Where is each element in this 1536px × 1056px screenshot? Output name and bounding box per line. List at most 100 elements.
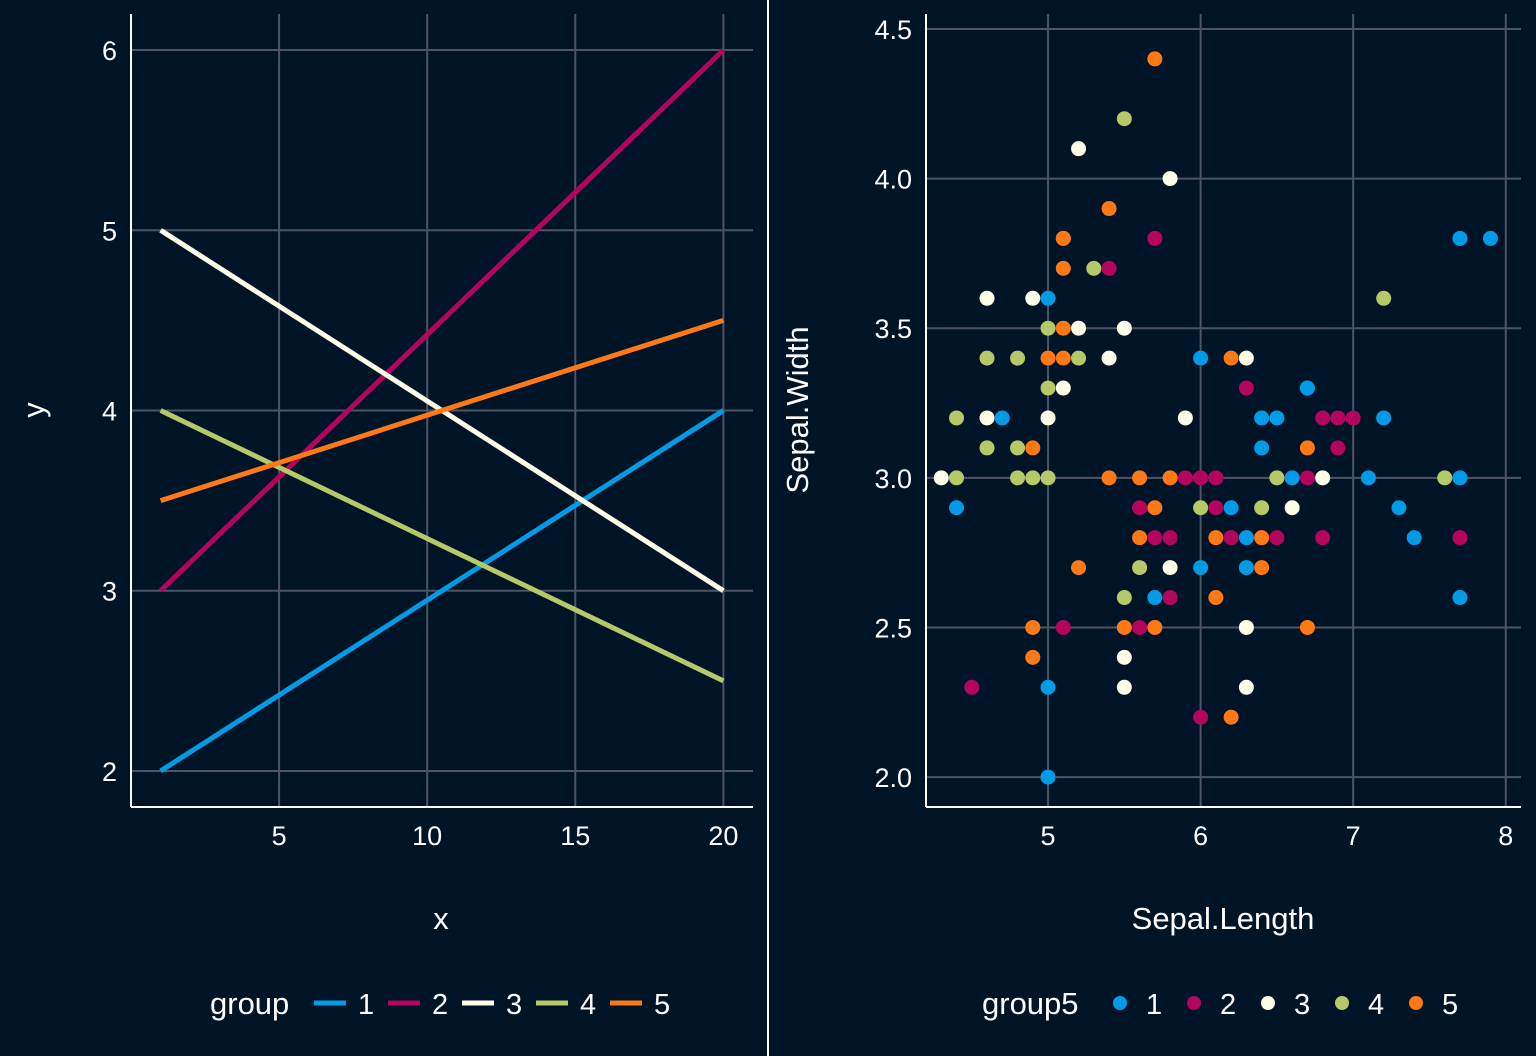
point-group-1 <box>1269 410 1285 426</box>
point-group-4 <box>1040 320 1056 336</box>
legend-label-5: 5 <box>1442 989 1458 1021</box>
point-group-5 <box>1162 470 1178 486</box>
point-group-5 <box>1025 649 1041 665</box>
point-group-4 <box>949 470 965 486</box>
point-group-3 <box>1101 350 1117 366</box>
scatter-chart-x-tick-label: 5 <box>1041 821 1056 851</box>
point-group-1 <box>1452 230 1468 246</box>
point-group-3 <box>1040 410 1056 426</box>
line-chart-x-tick-label: 5 <box>272 821 287 851</box>
point-group-1 <box>1299 380 1315 396</box>
point-group-1 <box>1360 470 1376 486</box>
line-chart-x-ticks: 5 10 15 20 <box>272 821 739 851</box>
point-group-2 <box>1299 470 1315 486</box>
point-group-2 <box>1162 590 1178 606</box>
point-group-3 <box>1055 380 1071 396</box>
point-group-5 <box>1132 530 1148 546</box>
legend-label-3: 3 <box>506 989 522 1021</box>
line-chart-y-axis-title: y <box>16 402 51 418</box>
point-group-1 <box>1452 470 1468 486</box>
point-group-3 <box>1315 470 1331 486</box>
legend-label-1: 1 <box>1146 989 1162 1021</box>
point-group-3 <box>933 470 949 486</box>
scatter-chart-x-tick-label: 6 <box>1193 821 1208 851</box>
point-group-3 <box>979 290 995 306</box>
scatter-chart-x-axis-title: Sepal.Length <box>1132 901 1315 936</box>
point-group-2 <box>1315 410 1331 426</box>
point-group-2 <box>1132 619 1148 635</box>
point-group-4 <box>1132 560 1148 576</box>
point-group-3 <box>1162 560 1178 576</box>
point-group-4 <box>1025 470 1041 486</box>
point-group-5 <box>1223 709 1239 725</box>
point-group-5 <box>1132 470 1148 486</box>
legend-label-3: 3 <box>1294 989 1310 1021</box>
point-group-1 <box>949 500 965 516</box>
point-group-1 <box>1254 440 1270 456</box>
line-chart-panel: 5 10 15 20 2 3 4 5 6 x y group 1 2 3 4 5 <box>16 14 753 1021</box>
point-group-2 <box>1208 500 1224 516</box>
scatter-chart-y-tick-label: 3.5 <box>874 314 912 344</box>
point-group-5 <box>1254 560 1270 576</box>
point-group-5 <box>1055 230 1071 246</box>
legend-label-2: 2 <box>1220 989 1236 1021</box>
point-group-2 <box>1132 500 1148 516</box>
point-group-1 <box>994 410 1010 426</box>
point-group-2 <box>1147 530 1163 546</box>
point-group-3 <box>979 410 995 426</box>
scatter-chart-y-tick-label: 4.5 <box>874 15 912 45</box>
point-group-2 <box>1101 260 1117 276</box>
point-group-2 <box>1330 410 1346 426</box>
legend-label-4: 4 <box>580 989 596 1021</box>
line-chart-y-tick-label: 4 <box>102 397 117 427</box>
point-group-4 <box>1116 111 1132 127</box>
scatter-chart-y-tick-label: 3.0 <box>874 464 912 494</box>
point-group-5 <box>1299 440 1315 456</box>
scatter-chart-y-tick-label: 4.0 <box>874 165 912 195</box>
point-group-5 <box>1055 350 1071 366</box>
line-chart-x-axis-title: x <box>433 901 449 936</box>
point-group-2 <box>1055 619 1071 635</box>
point-group-2 <box>1238 380 1254 396</box>
point-group-2 <box>1177 470 1193 486</box>
point-group-3 <box>1238 350 1254 366</box>
scatter-chart-points <box>933 51 1498 785</box>
point-group-1 <box>1238 530 1254 546</box>
point-group-4 <box>1193 500 1209 516</box>
series-line-group-4 <box>159 408 725 684</box>
point-group-1 <box>1040 679 1056 695</box>
point-group-1 <box>1452 590 1468 606</box>
point-group-2 <box>1330 440 1346 456</box>
legend-key-point-1 <box>1113 996 1127 1010</box>
point-group-4 <box>1040 380 1056 396</box>
point-group-3 <box>1116 320 1132 336</box>
series-line-group-2 <box>158 48 726 593</box>
point-group-1 <box>1482 230 1498 246</box>
line-chart-y-ticks: 2 3 4 5 6 <box>102 36 117 787</box>
point-group-2 <box>1315 530 1331 546</box>
scatter-chart-x-tick-label: 7 <box>1346 821 1361 851</box>
line-chart-series <box>158 48 726 774</box>
scatter-chart-legend-title: group5 <box>982 986 1079 1021</box>
line-chart-grid <box>131 14 753 807</box>
point-group-2 <box>1193 709 1209 725</box>
legend-label-5: 5 <box>654 989 670 1021</box>
point-group-4 <box>1086 260 1102 276</box>
line-chart-legend: group 1 2 3 4 5 <box>210 986 670 1021</box>
point-group-4 <box>1010 350 1026 366</box>
point-group-3 <box>1025 290 1041 306</box>
point-group-1 <box>1406 530 1422 546</box>
line-chart-y-tick-label: 3 <box>102 577 117 607</box>
point-group-4 <box>1437 470 1453 486</box>
legend-key-point-5 <box>1409 996 1423 1010</box>
point-group-1 <box>1193 560 1209 576</box>
point-group-2 <box>1208 470 1224 486</box>
point-group-5 <box>1208 590 1224 606</box>
point-group-1 <box>1193 350 1209 366</box>
point-group-5 <box>1223 350 1239 366</box>
scatter-chart-legend: group5 1 2 3 4 5 <box>982 986 1458 1021</box>
point-group-3 <box>1238 679 1254 695</box>
point-group-5 <box>1055 260 1071 276</box>
point-group-3 <box>1238 619 1254 635</box>
